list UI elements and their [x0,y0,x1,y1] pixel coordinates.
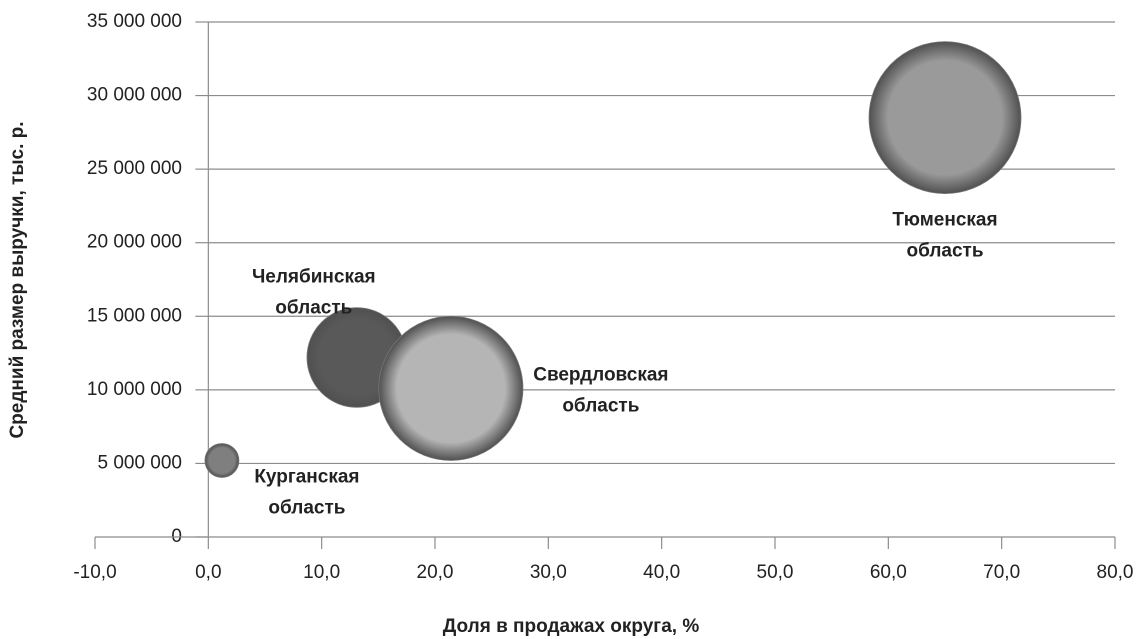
bubble [204,443,240,478]
x-tick-label: 50,0 [757,562,794,583]
x-axis-title: Доля в продажах округа, % [443,616,700,637]
y-tick-label: 30 000 000 [87,85,182,106]
y-axis-title: Средний размер выручки, тыс. р. [7,121,28,438]
bubble [868,41,1022,195]
bubble-label: Свердловская [533,364,668,385]
x-tick-label: 10,0 [303,562,340,583]
bubble-label: Челябинская [252,267,376,288]
bubble-label: область [906,241,983,262]
y-tick-label: 5 000 000 [97,452,182,473]
bubble-label: область [268,498,345,519]
y-tick-label: 20 000 000 [87,232,182,253]
bubble-label: Курганская [254,467,359,488]
bubble-label: область [562,395,639,416]
x-tick-label: 40,0 [643,562,680,583]
y-tick-label: 15 000 000 [87,305,182,326]
y-tick-label: 25 000 000 [87,158,182,179]
bubble [378,315,524,461]
x-tick-label: 70,0 [983,562,1020,583]
x-tick-label: 80,0 [1097,562,1134,583]
bubble-label: Тюменская [892,210,997,231]
y-tick-label: 35 000 000 [87,11,182,32]
x-tick-label: 30,0 [530,562,567,583]
y-tick-label: 10 000 000 [87,379,182,400]
x-tick-label: 20,0 [417,562,454,583]
x-tick-label: 60,0 [870,562,907,583]
bubble-label: область [275,298,352,319]
x-tick-label: -10,0 [73,562,116,583]
x-tick-label: 0,0 [195,562,221,583]
